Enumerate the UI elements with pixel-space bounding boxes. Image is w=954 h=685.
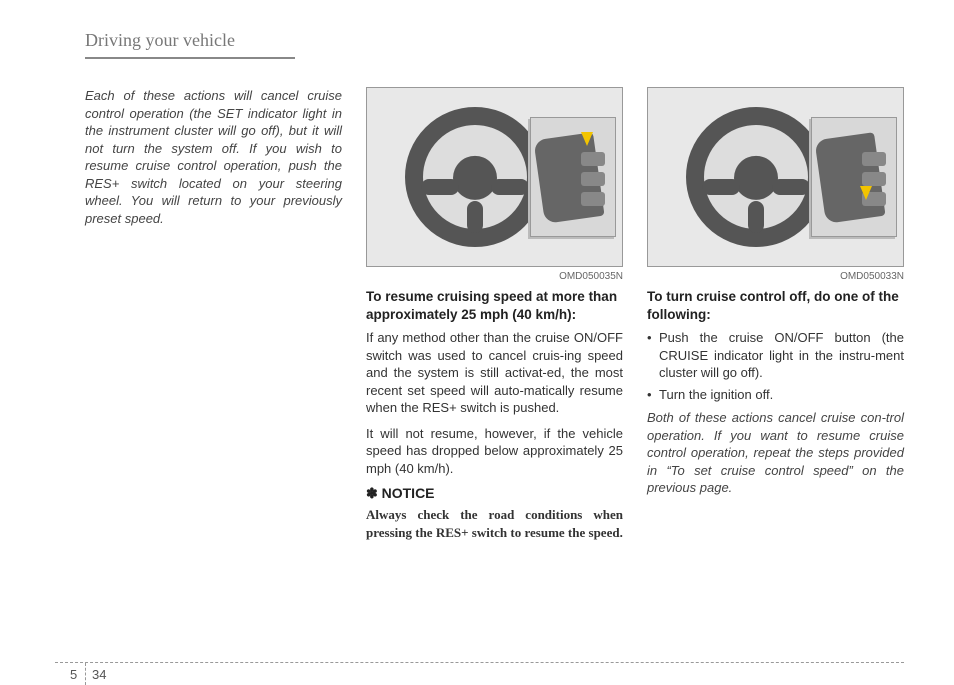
figure-caption: OMD050035N: [366, 271, 623, 282]
steering-wheel-icon: [405, 107, 545, 247]
section-title: Driving your vehicle: [85, 30, 295, 51]
turnoff-heading: To turn cruise control off, do one of th…: [647, 288, 904, 323]
arrow-down-icon: [860, 186, 872, 200]
intro-paragraph: Each of these actions will cancel cruise…: [85, 87, 342, 227]
zoom-panel: [811, 117, 897, 237]
column-3: OMD050033N To turn cruise control off, d…: [647, 87, 904, 542]
closing-paragraph: Both of these actions cancel cruise con-…: [647, 409, 904, 497]
bullet-item: Turn the ignition off.: [647, 386, 904, 404]
turnoff-bullets: Push the cruise ON/OFF button (the CRUIS…: [647, 329, 904, 403]
arrow-down-icon: [581, 132, 593, 146]
steering-wheel-icon: [686, 107, 826, 247]
notice-label: NOTICE: [382, 485, 435, 501]
bullet-item: Push the cruise ON/OFF button (the CRUIS…: [647, 329, 904, 382]
resume-para-2: It will not resume, however, if the vehi…: [366, 425, 623, 478]
page-number: 34: [92, 667, 106, 682]
resume-para-1: If any method other than the cruise ON/O…: [366, 329, 623, 417]
notice-body: Always check the road conditions when pr…: [366, 506, 623, 541]
column-2: OMD050035N To resume cruising speed at m…: [366, 87, 623, 542]
figure-resume-speed: [366, 87, 623, 267]
chapter-number: 5: [70, 667, 77, 682]
notice-heading: ✽ NOTICE: [366, 485, 623, 502]
column-1: Each of these actions will cancel cruise…: [85, 87, 342, 542]
resume-heading: To resume cruising speed at more than ap…: [366, 288, 623, 323]
figure-turn-off: [647, 87, 904, 267]
zoom-panel: [530, 117, 616, 237]
page-header: Driving your vehicle: [85, 30, 295, 59]
page-footer: 5 34: [55, 662, 904, 663]
figure-caption: OMD050033N: [647, 271, 904, 282]
content-columns: Each of these actions will cancel cruise…: [85, 87, 904, 542]
